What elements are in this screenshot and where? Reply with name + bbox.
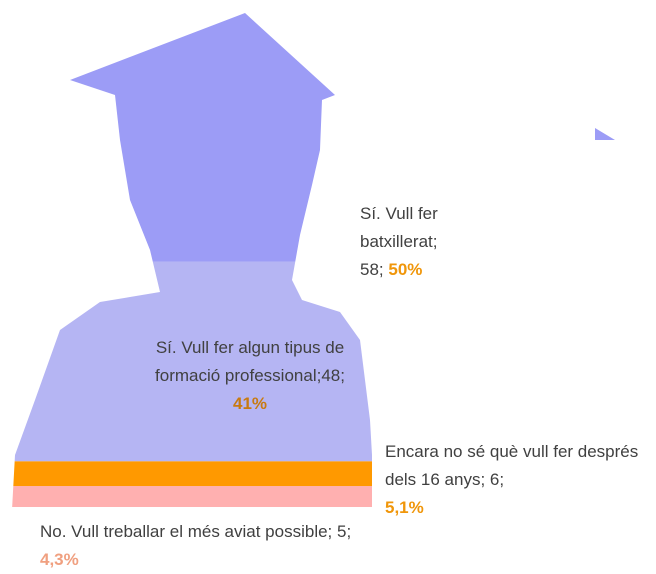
band [0,486,400,507]
count: 5; [337,522,351,541]
percent: 41% [233,394,267,413]
category: No. Vull treballar el més aviat possible… [40,522,332,541]
silhouette [0,0,400,507]
count: 48; [321,366,345,385]
category: Sí. Vull fer batxillerat; [360,204,438,251]
category: Sí. Vull fer algun tipus de formació pro… [155,338,344,385]
label: No. Vull treballar el més aviat possible… [40,518,360,574]
category: Encara no sé què vull fer després dels 1… [385,442,638,489]
band [0,461,400,486]
decoration [595,128,615,140]
percent: 50% [388,260,422,279]
chart: Sí. Vull fer batxillerat; 58; 50% Sí. Vu… [0,0,656,571]
label: Encara no sé què vull fer després dels 1… [385,438,655,522]
percent: 4,3% [40,550,79,569]
label: Sí. Vull fer algun tipus de formació pro… [150,334,350,418]
band [0,0,400,262]
percent: 5,1% [385,498,424,517]
count: 58; [360,260,384,279]
label: Sí. Vull fer batxillerat; 58; 50% [360,200,500,284]
count: 6; [490,470,504,489]
